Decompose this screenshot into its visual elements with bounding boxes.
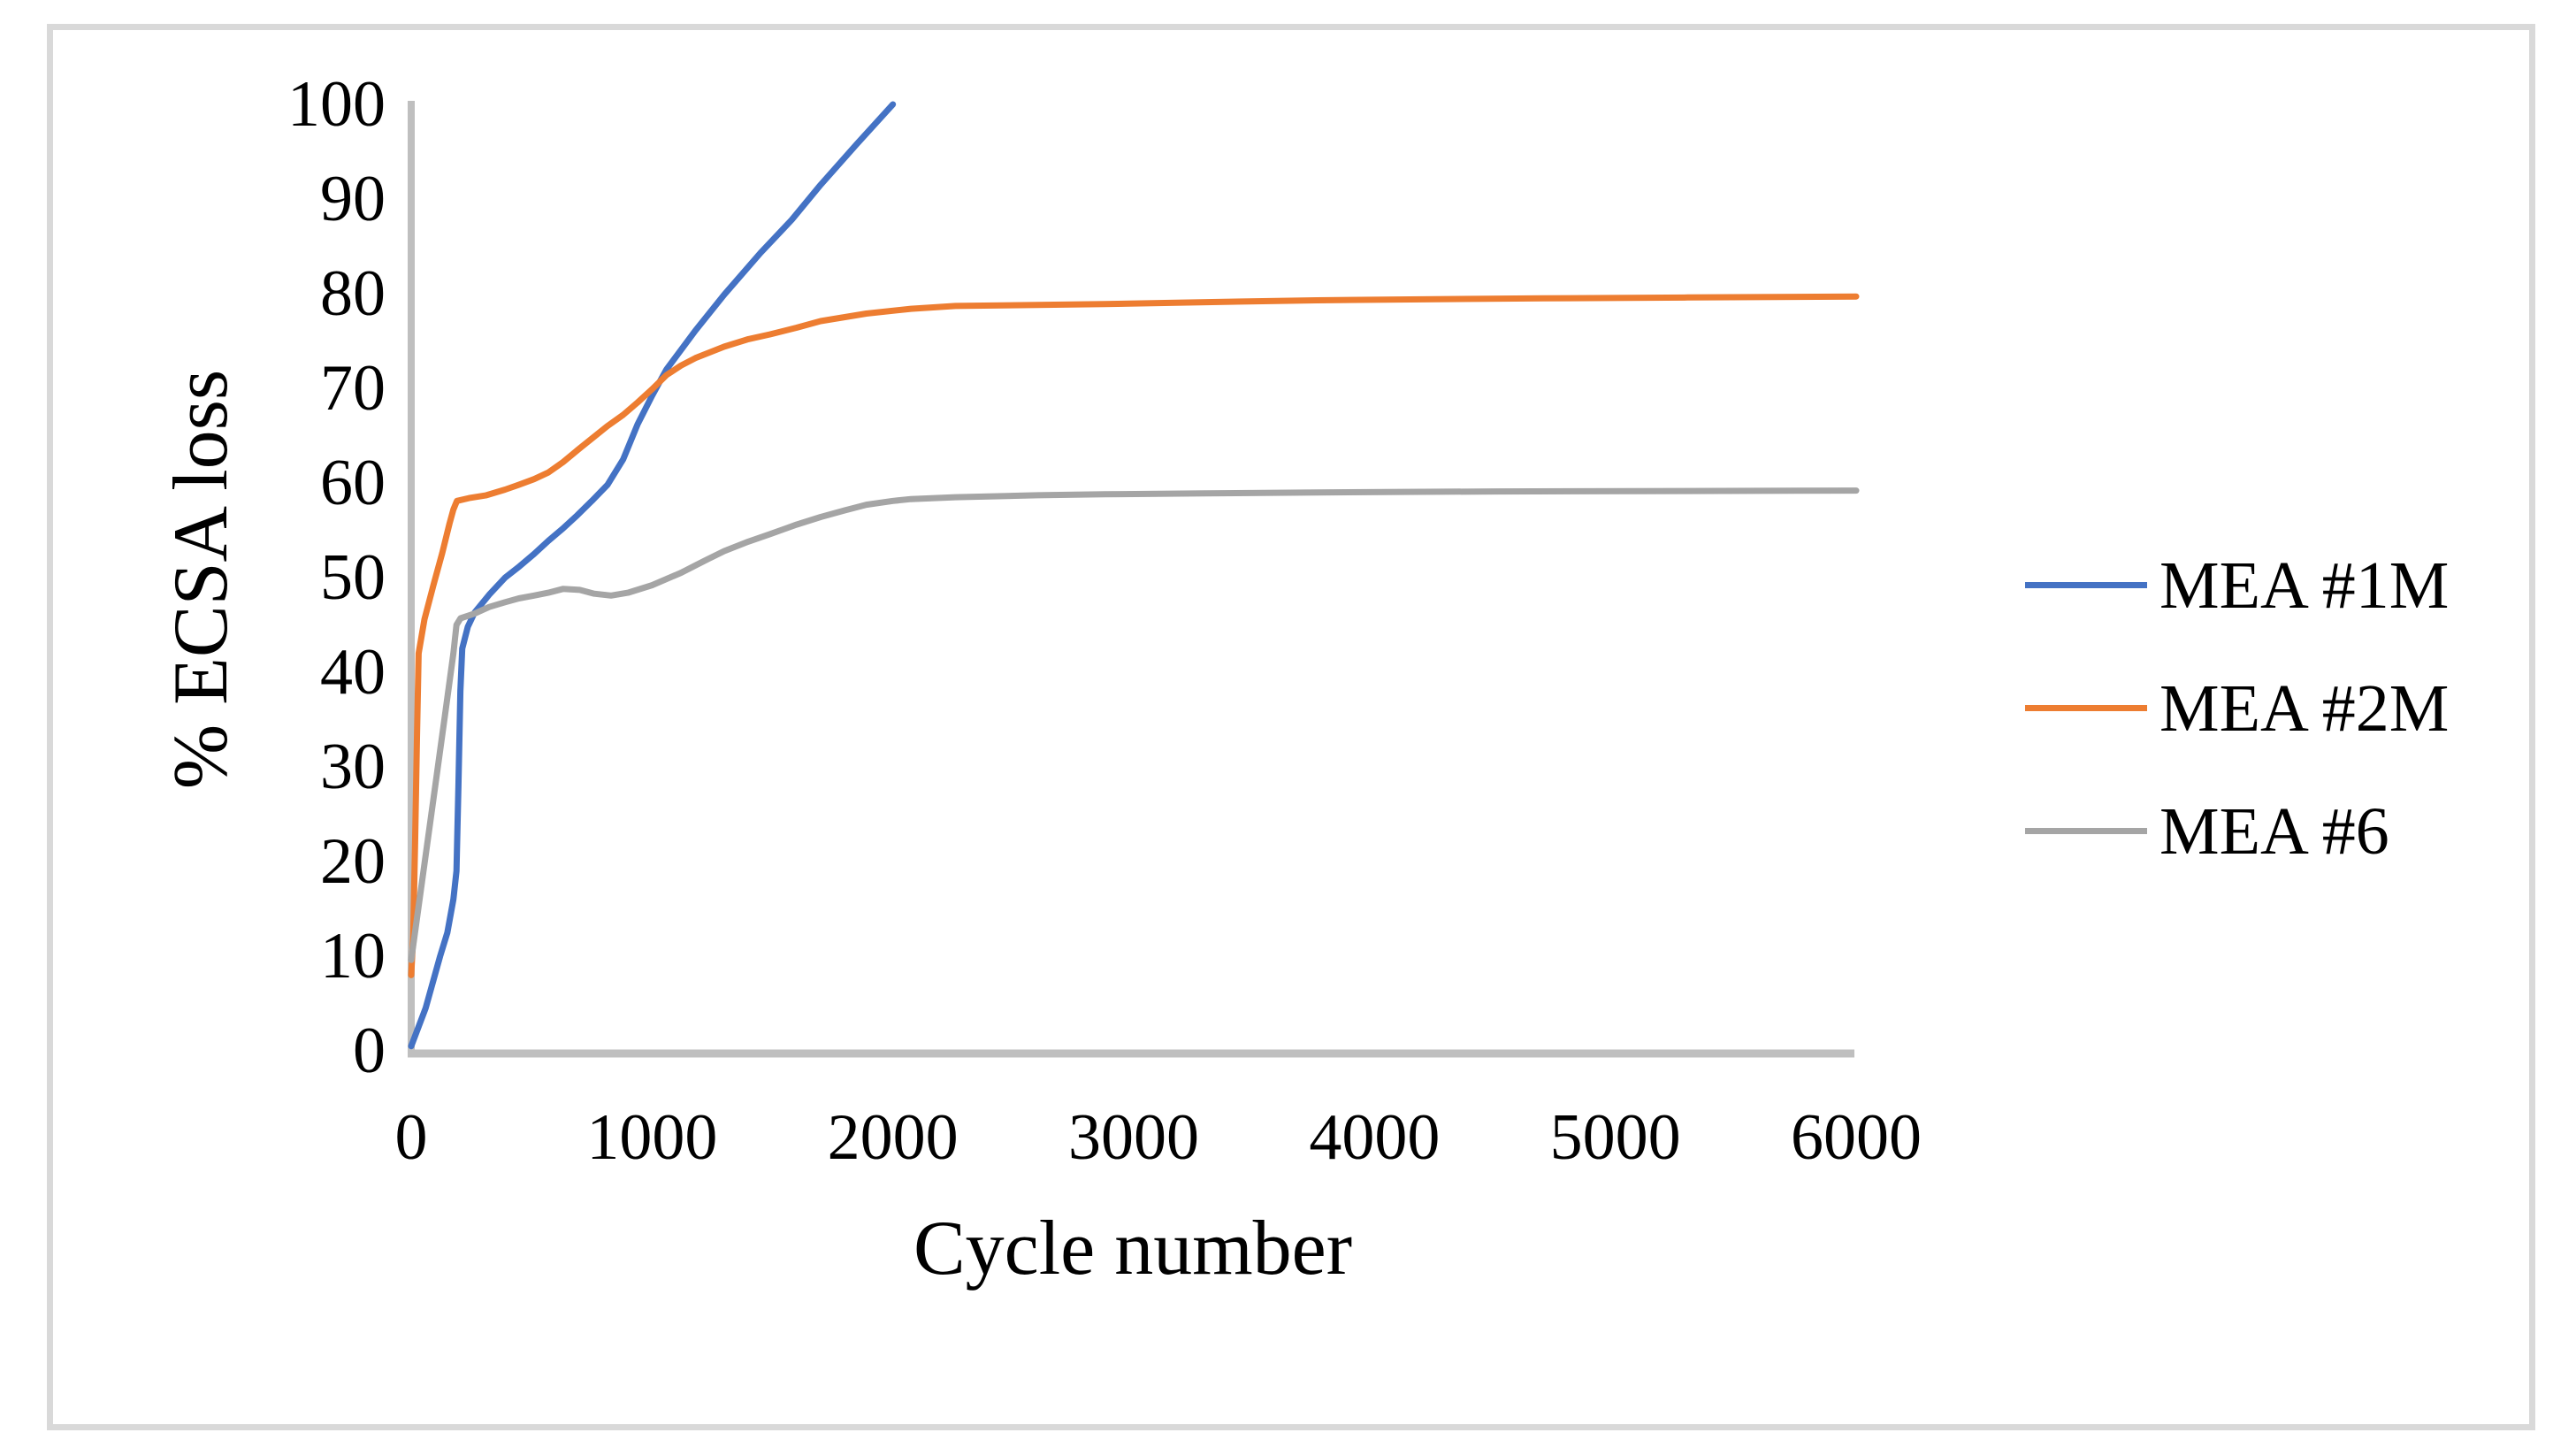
y-tick-label: 80 bbox=[320, 257, 386, 330]
x-tick-label: 3000 bbox=[1068, 1101, 1199, 1174]
y-tick-label: 10 bbox=[320, 920, 386, 992]
legend-line-swatch bbox=[2025, 582, 2147, 588]
legend-entry: MEA #6 bbox=[2025, 770, 2449, 893]
legend-label: MEA #6 bbox=[2159, 793, 2389, 869]
y-tick-label: 0 bbox=[353, 1015, 386, 1087]
legend-entry: MEA #1M bbox=[2025, 524, 2449, 647]
y-tick-label: 100 bbox=[287, 68, 386, 141]
x-tick-label: 5000 bbox=[1550, 1101, 1681, 1174]
y-tick-label: 70 bbox=[320, 352, 386, 425]
figure-border bbox=[47, 24, 2535, 1430]
series-line-3 bbox=[408, 487, 1860, 963]
x-tick-label: 2000 bbox=[828, 1101, 959, 1174]
legend-label: MEA #1M bbox=[2159, 548, 2450, 623]
x-tick-label: 4000 bbox=[1309, 1101, 1440, 1174]
legend-label: MEA #2M bbox=[2159, 670, 2450, 746]
x-tick-label: 6000 bbox=[1791, 1101, 1922, 1174]
y-axis-title: % ECSA loss bbox=[158, 369, 244, 790]
y-tick-label: 30 bbox=[320, 731, 386, 803]
y-tick-label: 60 bbox=[320, 447, 386, 519]
y-tick-label: 40 bbox=[320, 636, 386, 709]
legend: MEA #1M MEA #2M MEA #6 bbox=[2025, 524, 2449, 893]
y-tick-label: 90 bbox=[320, 163, 386, 235]
x-tick-label: 1000 bbox=[586, 1101, 717, 1174]
y-tick-label: 50 bbox=[320, 541, 386, 614]
series-line-1 bbox=[408, 101, 897, 1050]
legend-line-swatch bbox=[2025, 705, 2147, 711]
y-tick-label: 20 bbox=[320, 825, 386, 898]
legend-line-swatch bbox=[2025, 828, 2147, 834]
x-tick-label: 0 bbox=[395, 1101, 428, 1174]
legend-entry: MEA #2M bbox=[2025, 647, 2449, 770]
x-axis-title: Cycle number bbox=[913, 1206, 1353, 1291]
series-line-2 bbox=[408, 293, 1860, 978]
